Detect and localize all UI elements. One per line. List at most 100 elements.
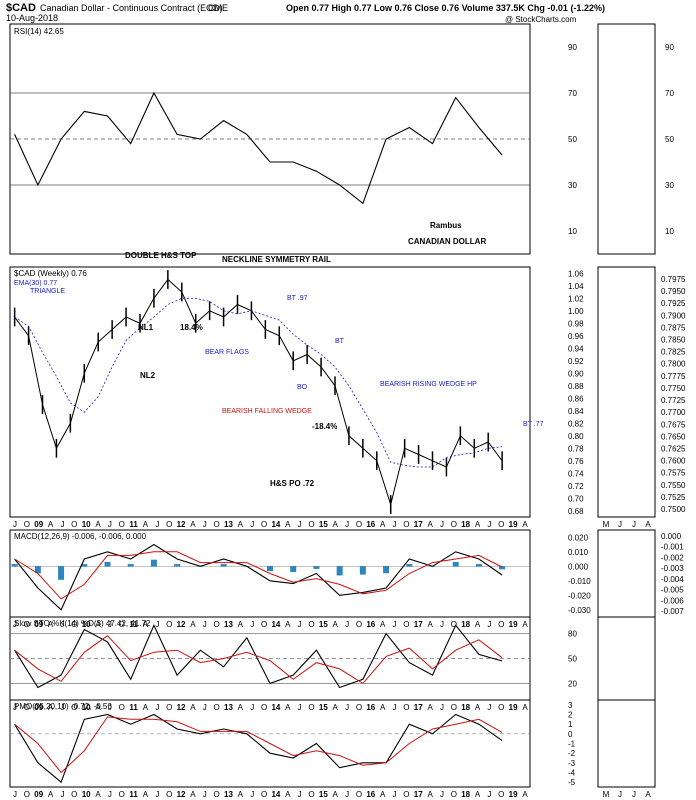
macd-hist-bar [359,566,366,575]
x-label-0: O [24,520,30,529]
side-macd-tick: -0.004 [661,575,684,584]
price-ytick-6: 0.80 [568,432,584,441]
macd-hist-bar [150,559,157,567]
pmo-ytick-6: -3 [568,759,576,768]
x-label-2: O [308,703,314,712]
x-label-1: J [393,620,397,629]
x-label-2: 09 [34,703,43,712]
rsi-ytick-2: 50 [568,135,577,144]
x-label-2: A [238,703,244,712]
pmo-line [14,713,503,784]
x-label-1: J [155,620,159,629]
pmo-ytick-5: -2 [568,749,576,758]
x-label-1: O [166,620,172,629]
chart-title: Canadian Dollar - Continuous Contract (E… [40,3,223,13]
macd-hist-bar [336,566,343,576]
x-label-1: J [250,620,254,629]
macd-hist-bar [383,566,390,574]
rsi-label: RSI(14) 42.65 [14,27,64,36]
x-label-3: J [393,790,397,799]
side-macd-tick: -0.001 [661,543,684,552]
rsi-side-ytick-2: 50 [665,135,674,144]
price-ytick-0: 0.68 [568,507,584,516]
x-label-0: 09 [34,520,43,529]
x-label-2: 19 [509,703,518,712]
x-label-1: J [13,620,17,629]
x-label-2: A [143,703,149,712]
x-label-1: A [475,620,481,629]
x-label-2: J [108,703,112,712]
side-macd-tick: -0.007 [661,607,684,616]
side-macd-tick: 0.000 [661,532,682,541]
x-label-3: O [498,790,504,799]
sto-label: Slow STO %K(14) %D(3) 47.42, 41.72 [14,619,151,628]
x-label-3: 18 [461,790,470,799]
side-price-tick: 0.7550 [661,481,686,490]
side-x-label: M [603,520,610,529]
annotation: -18.4% [312,422,337,431]
x-label-1: 16 [366,620,375,629]
ema-line [14,297,503,468]
x-label-3: J [487,790,491,799]
pmo-ytick-7: -4 [568,769,576,778]
macd-hist-bar [127,564,134,567]
x-label-3: O [119,790,125,799]
rsi-side-ytick-3: 70 [665,89,674,98]
x-label-1: 10 [82,620,91,629]
x-label-3: 16 [366,790,375,799]
x-label-1: J [487,620,491,629]
pmo-label: PMO(35,20,10) -0.72, -0.56 [14,702,112,711]
x-label-1: A [190,620,196,629]
panel-frames [9,23,656,788]
side-x-label: A [645,790,651,799]
x-label-2: J [298,703,302,712]
side-x-label: A [645,520,651,529]
x-label-2: A [285,703,291,712]
side-price-tick: 0.7675 [661,420,686,429]
x-label-3: J [440,790,444,799]
annotation: BEARISH FALLING WEDGE [222,408,312,415]
macd-hist-bar [267,566,273,572]
side-macd-tick: -0.003 [661,564,684,573]
side-frame-macd [597,529,656,618]
x-label-3: 13 [224,790,233,799]
price-ytick-18: 1.04 [568,282,584,291]
x-label-1: J [298,620,302,629]
macd-hist-bar [81,564,88,567]
side-x-label: J [632,790,636,799]
side-price-tick: 0.7600 [661,457,686,466]
x-label-0: 19 [509,520,518,529]
x-label-0: A [95,520,101,529]
x-label-0: O [71,520,77,529]
x-label-0: A [475,520,481,529]
x-label-1: O [71,620,77,629]
x-label-1: 15 [319,620,328,629]
x-label-3: 17 [414,790,423,799]
side-x-label: J [618,790,622,799]
symbol-title: $CAD [6,2,36,14]
x-label-0: J [487,520,491,529]
x-label-0: 10 [82,520,91,529]
x-label-1: A [285,620,291,629]
pmo-ytick-0: 3 [568,701,573,710]
copyright: @ StockCharts.com [505,15,577,24]
macd-hist-bar [34,566,41,574]
macd-line [14,543,503,611]
x-label-1: O [403,620,409,629]
x-label-0: 18 [461,520,470,529]
rsi-side-ytick-0: 10 [665,227,674,236]
x-label-3: O [24,790,30,799]
rsi-ytick-4: 90 [568,43,577,52]
annotation: BT [335,338,345,345]
x-label-0: J [155,520,159,529]
x-label-0: 12 [177,520,186,529]
pmo-ytick-1: 2 [568,711,573,720]
rsi-note-author: Rambus [430,221,462,230]
pmo-panel: PMO(35,20,10) -0.72, -0.56 [10,702,530,784]
x-label-3: 11 [129,790,138,799]
x-label-2: 10 [82,703,91,712]
x-label-0: J [60,520,64,529]
x-label-2: O [214,703,220,712]
x-label-3: O [403,790,409,799]
